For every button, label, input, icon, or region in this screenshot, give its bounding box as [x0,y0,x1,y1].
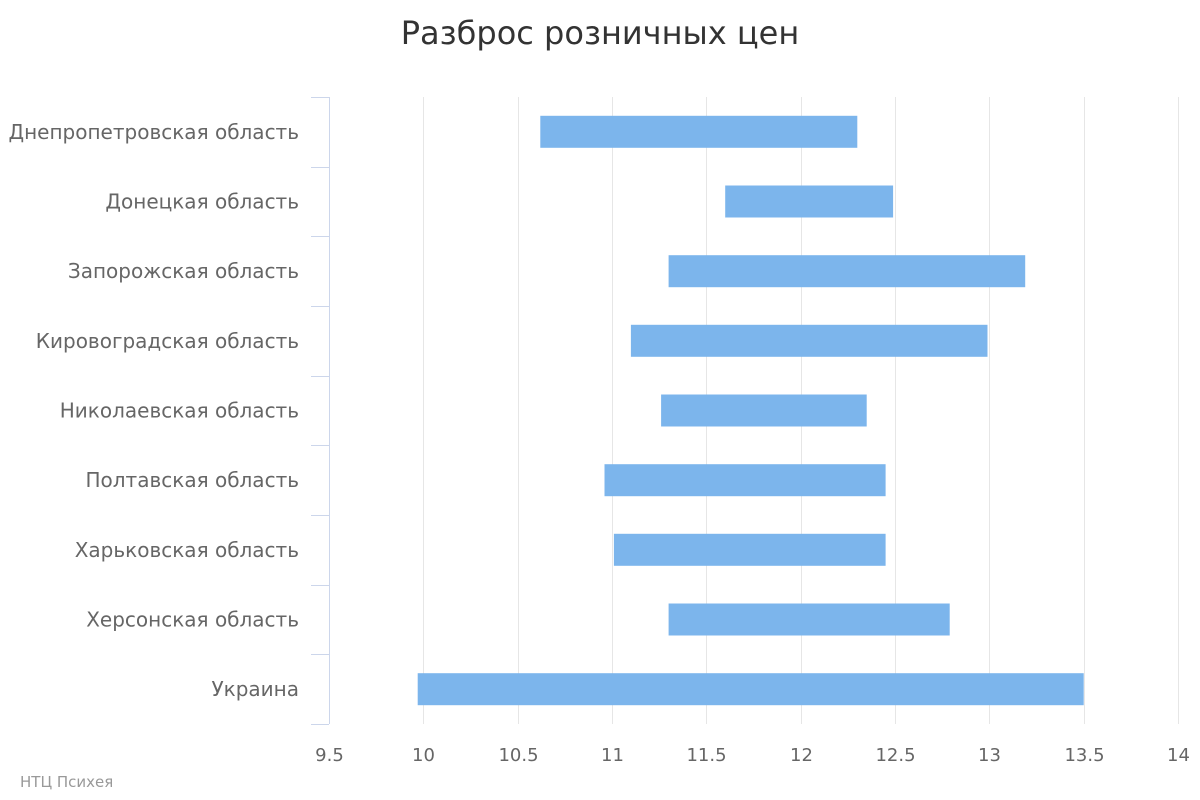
range-bar [725,185,894,218]
credits-text[interactable]: НТЦ Психея [20,773,114,791]
category-label: Полтавская область [85,468,299,492]
category-label: Запорожская область [68,259,299,283]
category-label: Николаевская область [60,399,299,423]
category-label: Харьковская область [75,538,299,562]
x-tick-label: 12 [790,745,813,766]
range-bar [417,673,1084,706]
x-tick-label: 10.5 [498,745,538,766]
x-tick-label: 9.5 [315,745,344,766]
range-bar [540,115,858,148]
bar-layer [417,115,1084,706]
range-bar [668,255,1026,288]
category-label: Кировоградская область [36,329,299,353]
category-label: Донецкая область [105,190,299,214]
x-tick-label: 14 [1167,745,1190,766]
label-layer: 9.5 10 10.5 11 11.5 12 12.5 13 13.5 14 Днепропетро… [8,120,1189,766]
range-bar [630,324,988,357]
x-tick-label: 12.5 [875,745,915,766]
x-tick-label: 11 [601,745,624,766]
category-label: Днепропетровская область [8,120,299,144]
axis-layer [311,97,330,725]
range-bar [668,603,950,636]
category-label: Херсонская область [86,608,299,632]
range-bar [613,533,886,566]
chart-title: Разброс розничных цен [400,14,800,52]
x-tick-label: 10 [412,745,435,766]
x-tick-label: 13 [978,745,1001,766]
grid-layer [423,97,1179,724]
range-bar [604,464,886,497]
x-tick-label: 11.5 [686,745,726,766]
range-bar [661,394,867,427]
category-label: Украина [211,677,299,701]
x-tick-label: 13.5 [1064,745,1104,766]
